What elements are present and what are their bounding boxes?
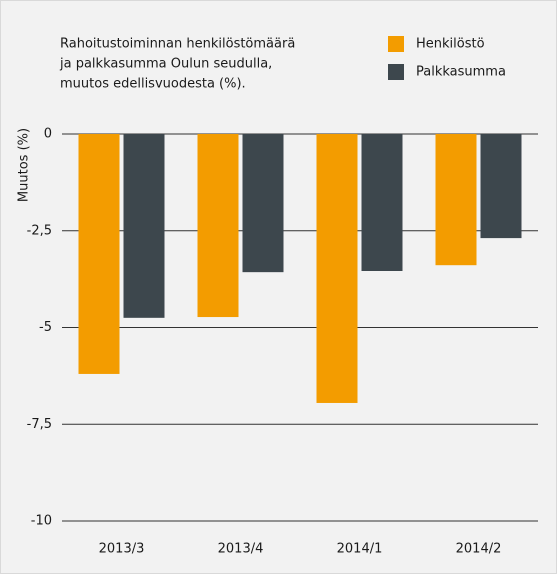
y-axis-label: Muutos (%) bbox=[17, 128, 32, 202]
bar bbox=[435, 134, 477, 266]
bar bbox=[78, 134, 120, 374]
bar bbox=[316, 134, 358, 403]
chart-title: muutos edellisvuodesta (%). bbox=[60, 77, 246, 92]
y-tick-label: -2,5 bbox=[27, 223, 52, 238]
x-tick-label: 2013/3 bbox=[99, 542, 145, 557]
x-tick-label: 2014/2 bbox=[456, 542, 502, 557]
bar bbox=[242, 134, 284, 273]
y-tick-label: -5 bbox=[39, 320, 52, 335]
bar bbox=[197, 134, 239, 318]
x-tick-label: 2013/4 bbox=[218, 542, 264, 557]
y-tick-label: -10 bbox=[31, 514, 52, 529]
bar bbox=[480, 134, 522, 239]
y-tick-label: -7,5 bbox=[27, 417, 52, 432]
bar bbox=[361, 134, 403, 271]
legend-swatch bbox=[388, 36, 404, 52]
chart-title: ja palkkasumma Oulun seudulla, bbox=[59, 57, 272, 72]
bar bbox=[123, 134, 165, 318]
x-tick-label: 2014/1 bbox=[337, 542, 383, 557]
legend-label: Henkilöstö bbox=[416, 37, 485, 52]
legend-label: Palkkasumma bbox=[416, 65, 506, 80]
chart-title: Rahoitustoiminnan henkilöstömäärä bbox=[60, 37, 295, 52]
y-tick-label: 0 bbox=[44, 127, 52, 142]
legend-swatch bbox=[388, 64, 404, 80]
